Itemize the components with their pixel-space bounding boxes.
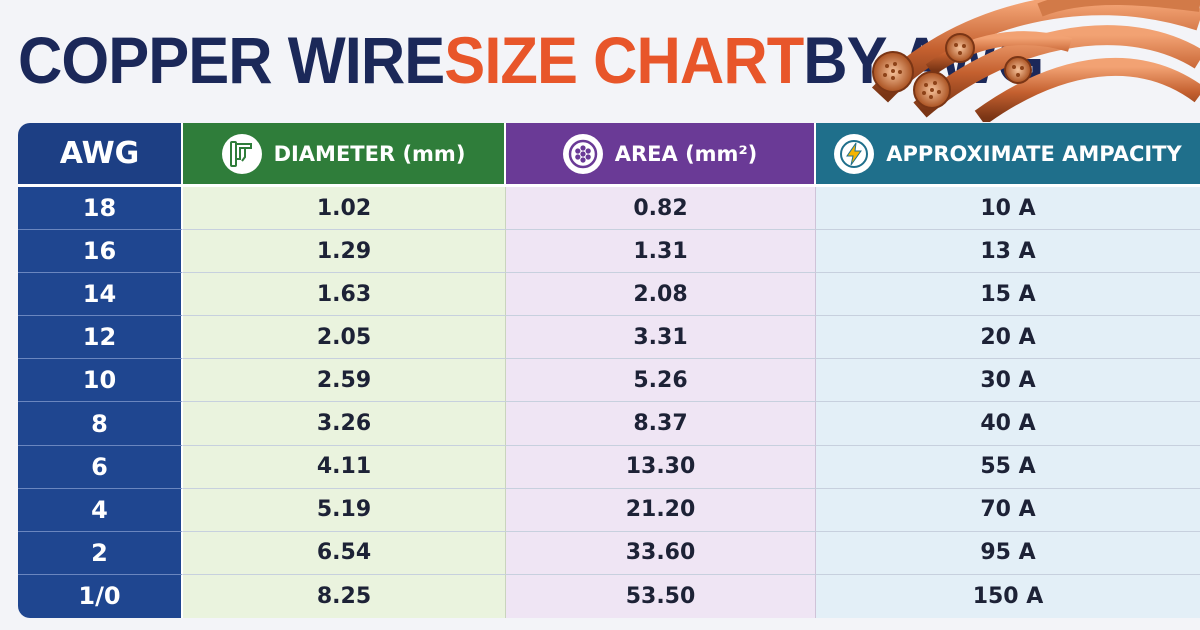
header-diameter-label: DIAMETER (mm) xyxy=(273,141,466,166)
header-area: AREA (mm²) xyxy=(506,123,816,187)
diameter-cell: 5.19 xyxy=(183,488,506,532)
diameter-cell: 4.11 xyxy=(183,445,506,489)
area-cell: 2.08 xyxy=(506,273,816,317)
header-ampacity-label: APPROXIMATE AMPACITY xyxy=(886,141,1182,166)
wire-size-table: AWG DIAMETER (mm) AREA (mm²) xyxy=(18,123,1200,618)
awg-cell: 16 xyxy=(18,230,183,274)
ampacity-cell: 40 A xyxy=(816,402,1200,446)
title-part-2: SIZE CHART xyxy=(444,23,804,97)
title-part-1: COPPER WIRE xyxy=(18,23,445,97)
header-awg: AWG xyxy=(18,123,183,187)
ampacity-cell: 70 A xyxy=(816,488,1200,532)
caliper-icon xyxy=(221,133,262,174)
ampacity-cell: 95 A xyxy=(816,531,1200,575)
area-cell: 3.31 xyxy=(506,316,816,360)
area-cell: 8.37 xyxy=(506,402,816,446)
area-cell: 13.30 xyxy=(506,445,816,489)
awg-cell: 14 xyxy=(18,273,183,317)
lightning-bolt-icon xyxy=(834,133,875,174)
awg-cell: 10 xyxy=(18,359,183,403)
ampacity-cell: 55 A xyxy=(816,445,1200,489)
header-awg-label: AWG xyxy=(59,136,140,171)
awg-cell: 4 xyxy=(18,488,183,532)
area-cell: 33.60 xyxy=(506,531,816,575)
area-cell: 0.82 xyxy=(506,187,816,231)
diameter-cell: 3.26 xyxy=(183,402,506,446)
diameter-cell: 1.29 xyxy=(183,230,506,274)
awg-cell: 6 xyxy=(18,445,183,489)
wire-cross-section-icon xyxy=(562,133,603,174)
area-cell: 1.31 xyxy=(506,230,816,274)
awg-cell: 18 xyxy=(18,187,183,231)
area-cell: 21.20 xyxy=(506,488,816,532)
area-cell: 53.50 xyxy=(506,574,816,618)
awg-cell: 1/0 xyxy=(18,574,183,618)
diameter-cell: 1.63 xyxy=(183,273,506,317)
ampacity-cell: 20 A xyxy=(816,316,1200,360)
ampacity-cell: 13 A xyxy=(816,230,1200,274)
awg-cell: 8 xyxy=(18,402,183,446)
ampacity-cell: 10 A xyxy=(816,187,1200,231)
area-cell: 5.26 xyxy=(506,359,816,403)
awg-cell: 2 xyxy=(18,531,183,575)
diameter-cell: 8.25 xyxy=(183,574,506,618)
header-diameter: DIAMETER (mm) xyxy=(183,123,506,187)
ampacity-cell: 150 A xyxy=(816,574,1200,618)
diameter-cell: 2.59 xyxy=(183,359,506,403)
diameter-cell: 6.54 xyxy=(183,531,506,575)
diameter-cell: 2.05 xyxy=(183,316,506,360)
ampacity-cell: 15 A xyxy=(816,273,1200,317)
header-ampacity: APPROXIMATE AMPACITY xyxy=(816,123,1200,187)
ampacity-cell: 30 A xyxy=(816,359,1200,403)
diameter-cell: 1.02 xyxy=(183,187,506,231)
awg-cell: 12 xyxy=(18,316,183,360)
header-area-label: AREA (mm²) xyxy=(614,141,758,166)
copper-wire-image xyxy=(871,0,1200,122)
